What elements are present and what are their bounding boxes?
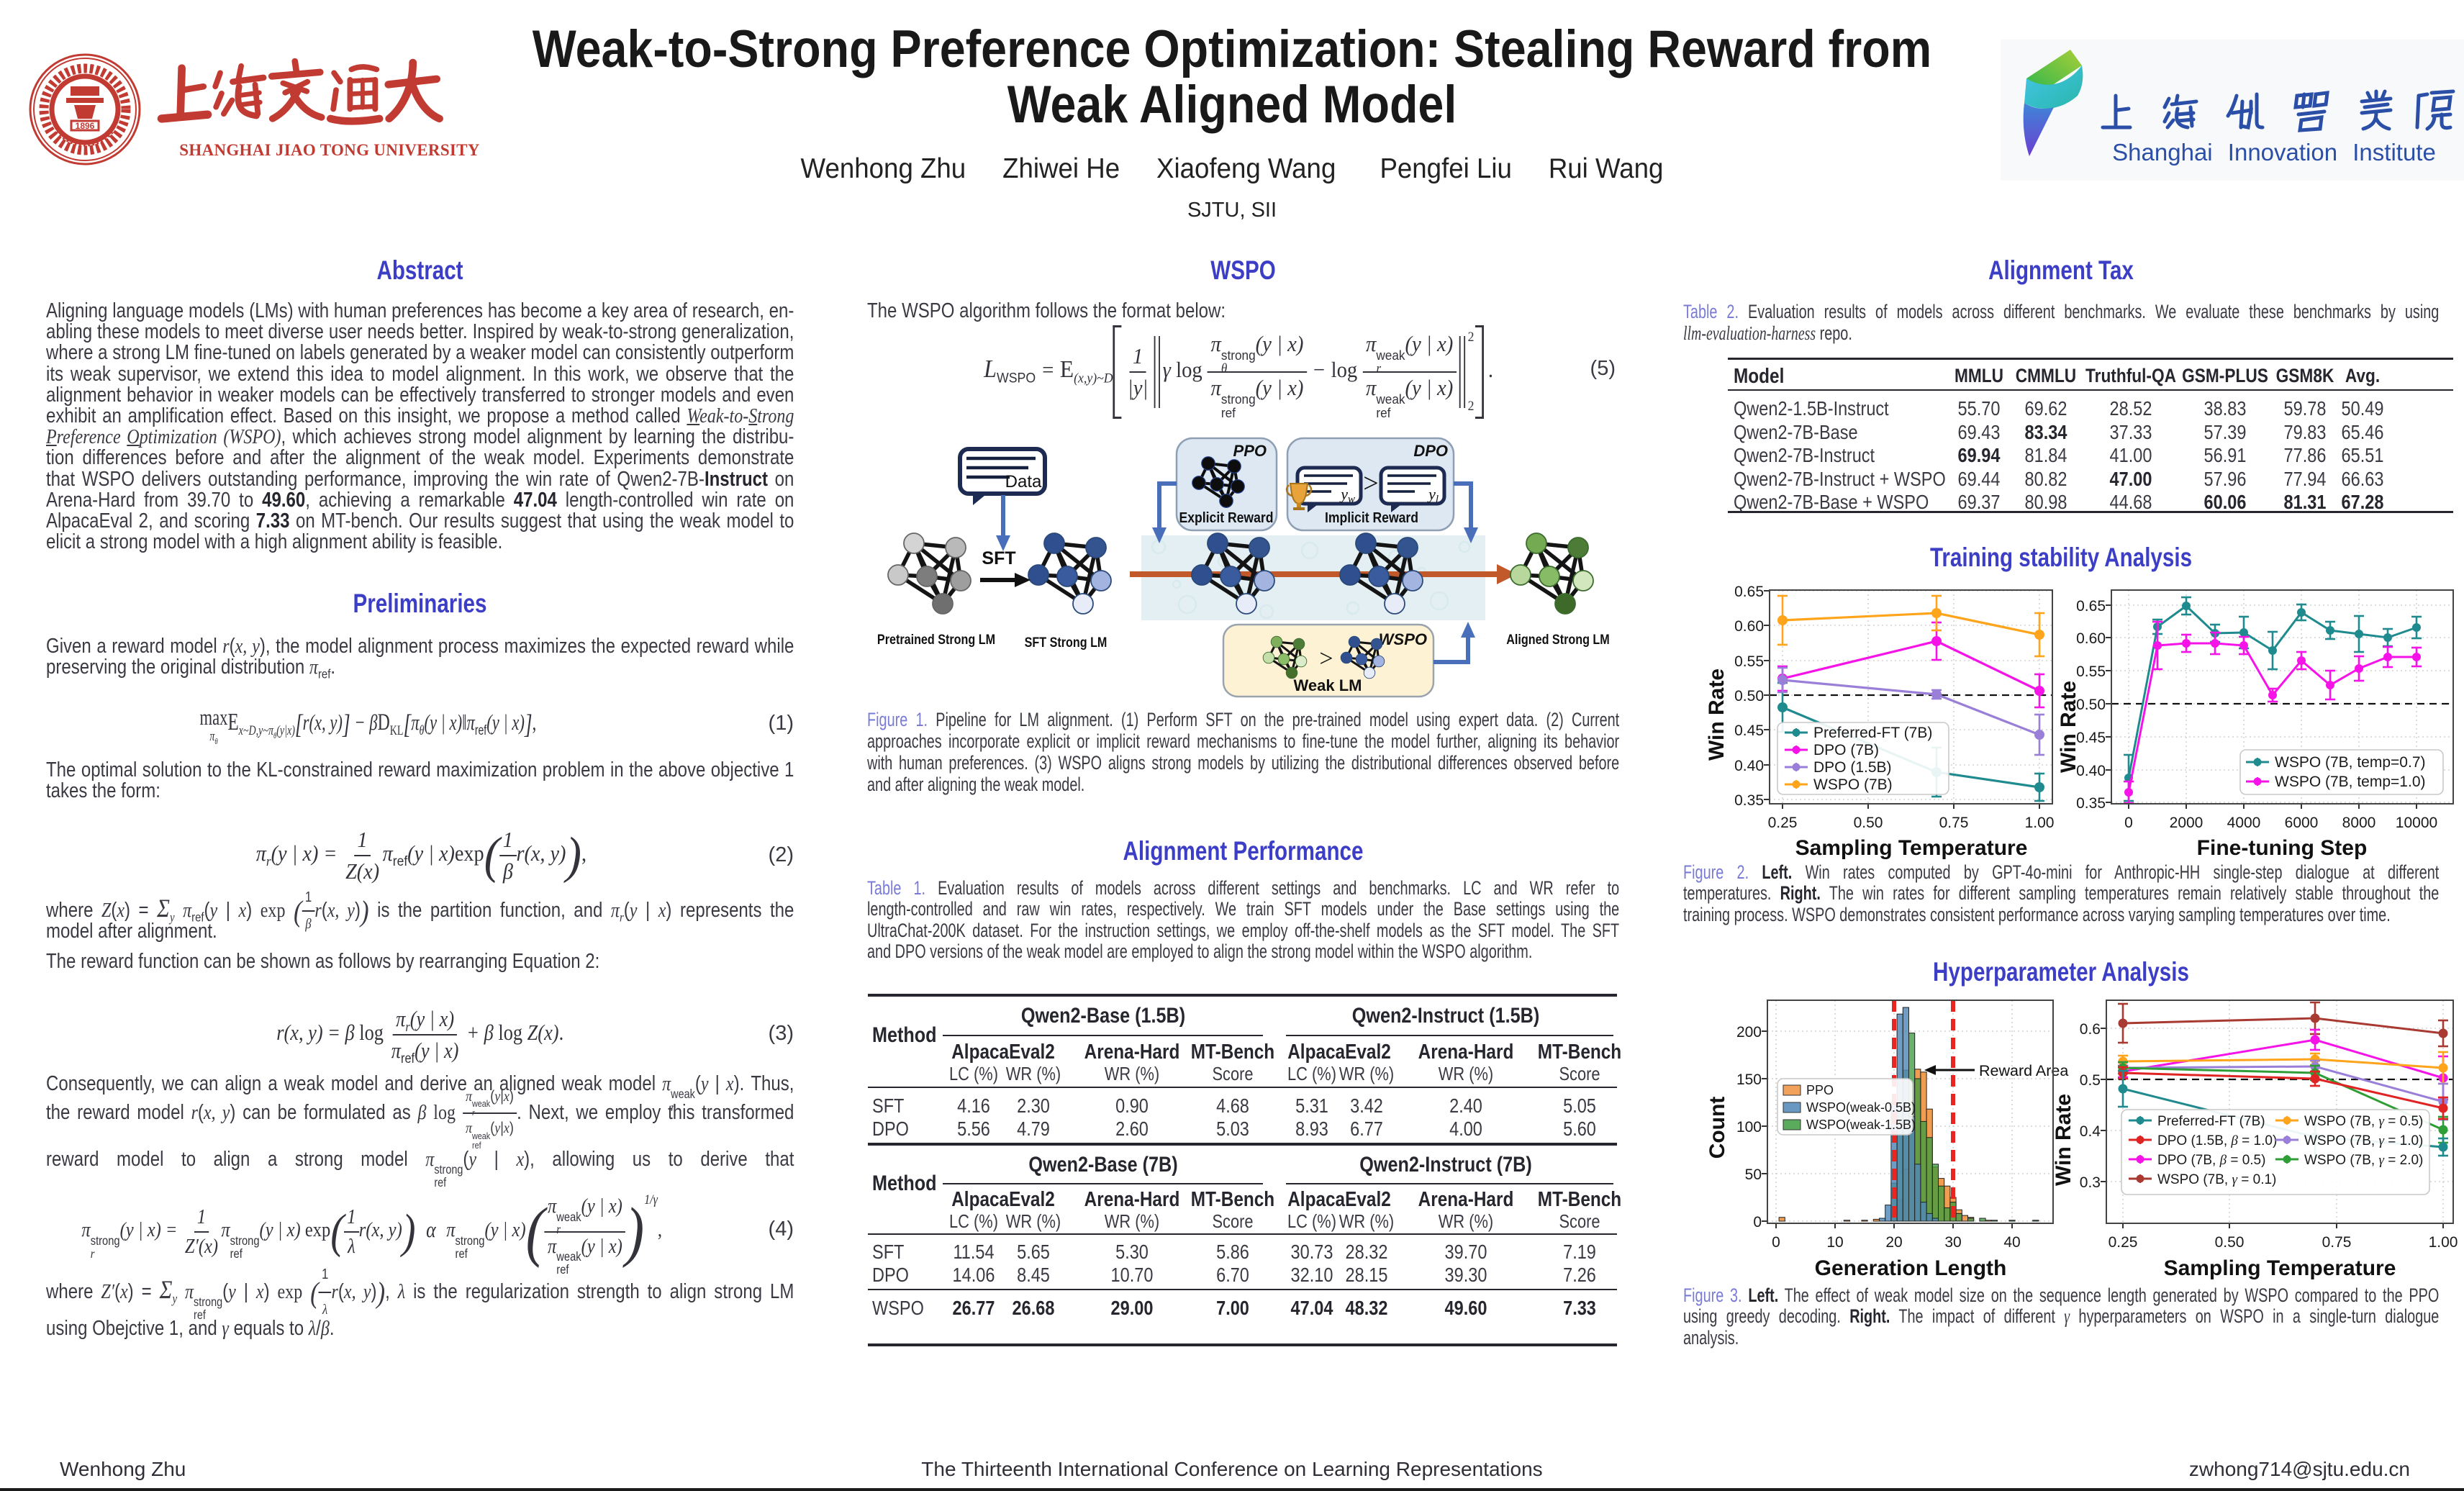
svg-text:Reward Area: Reward Area (1979, 1062, 2068, 1079)
svg-text:WSPO (7B, temp=0.7): WSPO (7B, temp=0.7) (2275, 754, 2426, 771)
svg-text:Weak LM: Weak LM (1294, 676, 1362, 694)
svg-text:Explicit Reward: Explicit Reward (1179, 509, 1273, 525)
svg-text:WSPO (7B, temp=1.0): WSPO (7B, temp=1.0) (2275, 774, 2426, 790)
svg-text:0: 0 (2124, 815, 2133, 831)
svg-text:10: 10 (1826, 1234, 1843, 1251)
svg-text:0.25: 0.25 (2109, 1234, 2138, 1251)
svg-text:WSPO (7B, γ = 0.5): WSPO (7B, γ = 0.5) (2304, 1114, 2423, 1129)
svg-text:100: 100 (1736, 1119, 1762, 1136)
svg-text:0.40: 0.40 (1734, 758, 1764, 774)
svg-text:Shanghai Innovation Institute: Shanghai Innovation Institute (2112, 139, 2436, 166)
svg-text:>: > (1363, 468, 1378, 499)
svg-text:Count: Count (1706, 1097, 1729, 1159)
svg-text:Sampling Temperature: Sampling Temperature (2164, 1256, 2396, 1280)
svg-text:SFT Strong LM: SFT Strong LM (1025, 635, 1108, 651)
svg-text:SHANGHAI JIAO TONG UNIVERSITY: SHANGHAI JIAO TONG UNIVERSITY (179, 141, 480, 159)
svg-text:DPO: DPO (1413, 442, 1448, 460)
svg-text:Sampling Temperature: Sampling Temperature (1795, 836, 2028, 860)
svg-text:>: > (1319, 645, 1333, 672)
svg-text:0.50: 0.50 (1734, 688, 1764, 704)
svg-text:Aligned Strong LM: Aligned Strong LM (1506, 632, 1609, 648)
svg-text:Fine-tuning Step: Fine-tuning Step (2197, 836, 2368, 860)
svg-text:0.40: 0.40 (2076, 763, 2106, 779)
svg-text:1.00: 1.00 (2025, 815, 2055, 831)
svg-text:0.35: 0.35 (2076, 795, 2106, 812)
svg-text:WSPO (7B): WSPO (7B) (1813, 776, 1893, 793)
svg-text:4000: 4000 (2227, 815, 2261, 831)
svg-text:0.45: 0.45 (2076, 730, 2106, 746)
svg-text:0.50: 0.50 (2215, 1234, 2245, 1251)
svg-text:Preferred-FT (7B): Preferred-FT (7B) (1813, 725, 1932, 741)
svg-text:0.5: 0.5 (2080, 1072, 2101, 1089)
svg-text:Preferred-FT (7B): Preferred-FT (7B) (2157, 1114, 2265, 1129)
svg-text:2000: 2000 (2170, 815, 2203, 831)
svg-text:20: 20 (1885, 1234, 1902, 1251)
svg-text:30: 30 (1944, 1234, 1961, 1251)
svg-text:Win Rate: Win Rate (2057, 681, 2080, 773)
svg-text:8000: 8000 (2342, 815, 2376, 831)
svg-text:Implicit Reward: Implicit Reward (1325, 509, 1418, 525)
svg-text:0: 0 (1772, 1234, 1780, 1251)
svg-text:Data: Data (1005, 472, 1042, 491)
svg-text:0: 0 (1753, 1214, 1762, 1231)
svg-text:0.65: 0.65 (2076, 598, 2106, 615)
svg-text:6000: 6000 (2285, 815, 2319, 831)
svg-text:DPO (7B, β = 0.5): DPO (7B, β = 0.5) (2157, 1153, 2265, 1168)
svg-text:Win Rate: Win Rate (1705, 669, 1729, 761)
svg-text:WSPO (7B, γ = 0.1): WSPO (7B, γ = 0.1) (2157, 1172, 2276, 1187)
svg-text:PPO: PPO (1806, 1083, 1834, 1097)
svg-text:0.45: 0.45 (1734, 722, 1764, 739)
svg-text:0.4: 0.4 (2080, 1123, 2101, 1140)
svg-text:200: 200 (1736, 1024, 1762, 1041)
svg-text:0.60: 0.60 (2076, 630, 2106, 647)
svg-text:0.60: 0.60 (1734, 618, 1764, 635)
svg-text:0.3: 0.3 (2080, 1174, 2101, 1191)
svg-text:1896: 1896 (76, 121, 95, 131)
svg-text:50: 50 (1745, 1166, 1762, 1183)
svg-text:0.50: 0.50 (1854, 815, 1883, 831)
svg-text:SFT: SFT (982, 548, 1015, 568)
svg-text:0.55: 0.55 (1734, 653, 1764, 670)
svg-text:WSPO(weak-0.5B): WSPO(weak-0.5B) (1806, 1100, 1916, 1115)
svg-text:0.65: 0.65 (1734, 584, 1764, 600)
svg-text:0.35: 0.35 (1734, 792, 1764, 809)
svg-text:0.25: 0.25 (1768, 815, 1798, 831)
svg-text:WSPO: WSPO (1379, 630, 1427, 648)
svg-text:WSPO (7B, γ = 1.0): WSPO (7B, γ = 1.0) (2304, 1133, 2423, 1148)
svg-text:0.6: 0.6 (2080, 1021, 2101, 1038)
svg-text:DPO (1.5B, β = 1.0): DPO (1.5B, β = 1.0) (2157, 1133, 2277, 1148)
svg-text:Generation Length: Generation Length (1815, 1256, 2007, 1280)
svg-text:PPO: PPO (1233, 442, 1267, 460)
svg-text:150: 150 (1736, 1071, 1762, 1088)
svg-text:DPO (1.5B): DPO (1.5B) (1813, 759, 1892, 776)
svg-text:0.75: 0.75 (2322, 1234, 2352, 1251)
svg-text:0.75: 0.75 (1939, 815, 1969, 831)
svg-text:Win Rate: Win Rate (2052, 1094, 2075, 1186)
svg-text:DPO (7B): DPO (7B) (1813, 742, 1879, 758)
svg-text:WSPO(weak-1.5B): WSPO(weak-1.5B) (1806, 1118, 1916, 1132)
svg-text:10000: 10000 (2396, 815, 2437, 831)
svg-text:40: 40 (2003, 1234, 2020, 1251)
svg-text:0.55: 0.55 (2076, 663, 2106, 680)
svg-text:1.00: 1.00 (2429, 1234, 2458, 1251)
svg-text:Pretrained Strong LM: Pretrained Strong LM (877, 632, 995, 648)
svg-text:0.50: 0.50 (2076, 697, 2106, 713)
svg-text:WSPO (7B, γ = 2.0): WSPO (7B, γ = 2.0) (2304, 1153, 2423, 1168)
